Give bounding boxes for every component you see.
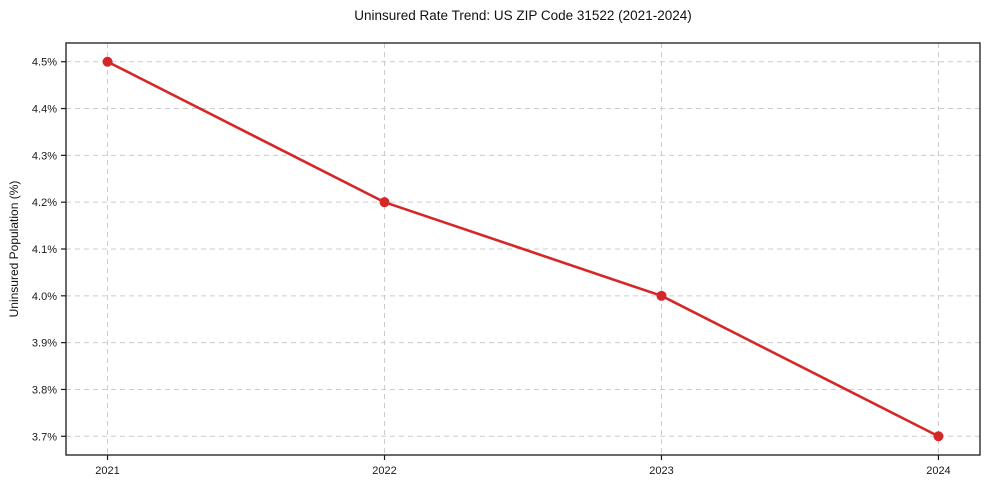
y-tick-label: 4.1% xyxy=(32,244,57,256)
x-tick-label: 2022 xyxy=(372,465,396,477)
y-tick-label: 4.3% xyxy=(32,150,57,162)
y-tick-label: 4.5% xyxy=(32,57,57,69)
data-point-marker xyxy=(656,290,667,301)
data-point-marker xyxy=(379,197,390,208)
y-axis-label: Uninsured Population (%) xyxy=(7,180,21,318)
y-tick-label: 3.9% xyxy=(32,338,57,350)
data-point-marker xyxy=(933,431,944,442)
y-tick-label: 4.0% xyxy=(32,291,57,303)
x-tick-label: 2023 xyxy=(649,465,673,477)
y-tick-label: 4.2% xyxy=(32,197,57,209)
x-tick-label: 2024 xyxy=(926,465,950,477)
chart-title: Uninsured Rate Trend: US ZIP Code 31522 … xyxy=(354,8,692,23)
y-tick-label: 3.8% xyxy=(32,384,57,396)
y-tick-label: 3.7% xyxy=(32,431,57,443)
y-tick-label: 4.4% xyxy=(32,104,57,116)
x-tick-label: 2021 xyxy=(95,465,119,477)
data-point-marker xyxy=(102,56,113,67)
trend-line xyxy=(106,60,940,438)
